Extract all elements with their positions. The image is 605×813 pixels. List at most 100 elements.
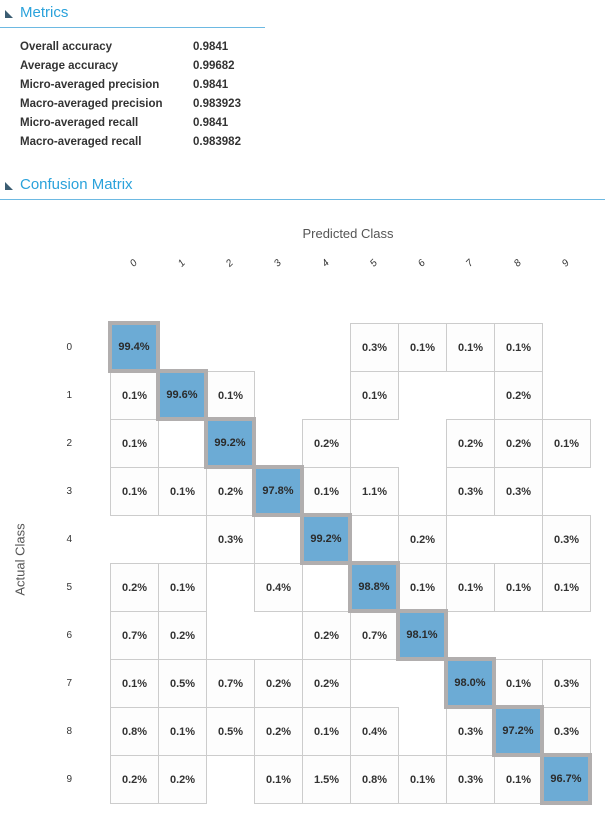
- metric-value: 0.99682: [193, 60, 235, 72]
- col-label-6: 6: [416, 257, 428, 270]
- matrix-cell-6-4: 0.2%: [302, 611, 351, 660]
- matrix-cell-2-4: 0.2%: [302, 419, 351, 468]
- matrix-cell-5-8: 0.1%: [494, 563, 543, 612]
- matrix-cell-0-6: 0.1%: [398, 323, 447, 372]
- matrix-cell-9-1: 0.2%: [158, 755, 207, 804]
- matrix-cell-4-4: 99.2%: [300, 513, 352, 565]
- matrix-cell-7-0: 0.1%: [110, 659, 159, 708]
- matrix-cell-3-1: 0.1%: [158, 467, 207, 516]
- matrix-cell-5-6: 0.1%: [398, 563, 447, 612]
- metric-row: Macro-averaged recall 0.983982: [0, 133, 320, 152]
- metric-label: Macro-averaged recall: [20, 136, 142, 148]
- confusion-matrix-section-title: Confusion Matrix: [20, 176, 133, 193]
- matrix-cell-4-6: 0.2%: [398, 515, 447, 564]
- col-label-4: 4: [320, 257, 332, 270]
- col-label-9: 9: [560, 257, 572, 270]
- matrix-cell-3-8: 0.3%: [494, 467, 543, 516]
- matrix-cell-3-3: 97.8%: [252, 465, 304, 517]
- matrix-cell-9-7: 0.3%: [446, 755, 495, 804]
- matrix-cell-8-2: 0.5%: [206, 707, 255, 756]
- col-label-1: 1: [176, 257, 188, 270]
- metric-row: Micro-averaged precision 0.9841: [0, 76, 320, 95]
- metric-label: Macro-averaged precision: [20, 98, 163, 110]
- col-label-5: 5: [368, 257, 380, 270]
- matrix-cell-1-1: 99.6%: [156, 369, 208, 421]
- metrics-section-header[interactable]: Metrics: [5, 4, 68, 21]
- actual-class-axis-label: Actual Class: [12, 523, 28, 596]
- matrix-cell-4-2: 0.3%: [206, 515, 255, 564]
- metrics-section-title: Metrics: [20, 4, 69, 21]
- collapse-triangle-icon: [5, 9, 13, 18]
- matrix-cell-9-8: 0.1%: [494, 755, 543, 804]
- matrix-cell-8-9: 0.3%: [542, 707, 591, 756]
- matrix-cell-2-2: 99.2%: [204, 417, 256, 469]
- row-label-5: 5: [66, 581, 72, 593]
- row-label-0: 0: [66, 341, 72, 353]
- matrix-cell-5-1: 0.1%: [158, 563, 207, 612]
- matrix-cell-5-0: 0.2%: [110, 563, 159, 612]
- metric-value: 0.983923: [193, 98, 241, 110]
- matrix-cell-8-8: 97.2%: [492, 705, 544, 757]
- row-label-6: 6: [66, 629, 72, 641]
- matrix-cell-8-4: 0.1%: [302, 707, 351, 756]
- metric-value: 0.9841: [193, 117, 229, 129]
- matrix-cell-6-6: 98.1%: [396, 609, 448, 661]
- matrix-cell-3-7: 0.3%: [446, 467, 495, 516]
- row-label-3: 3: [66, 485, 72, 497]
- matrix-cell-2-0: 0.1%: [110, 419, 159, 468]
- predicted-class-axis-label: Predicted Class: [302, 226, 394, 241]
- metric-label: Average accuracy: [20, 60, 119, 72]
- matrix-cell-0-8: 0.1%: [494, 323, 543, 372]
- col-label-7: 7: [464, 257, 476, 270]
- matrix-cell-3-2: 0.2%: [206, 467, 255, 516]
- matrix-cell-9-9: 96.7%: [540, 753, 592, 805]
- matrix-cell-5-5: 98.8%: [348, 561, 400, 613]
- metric-value: 0.983982: [193, 136, 241, 148]
- matrix-cell-8-7: 0.3%: [446, 707, 495, 756]
- row-label-9: 9: [66, 773, 72, 785]
- matrix-cell-1-8: 0.2%: [494, 371, 543, 420]
- matrix-cell-5-9: 0.1%: [542, 563, 591, 612]
- matrix-cell-8-1: 0.1%: [158, 707, 207, 756]
- matrix-cell-8-3: 0.2%: [254, 707, 303, 756]
- matrix-cell-9-4: 1.5%: [302, 755, 351, 804]
- metric-row: Overall accuracy 0.9841: [0, 38, 320, 57]
- metric-row: Micro-averaged recall 0.9841: [0, 114, 320, 133]
- confusion-matrix-section-header[interactable]: Confusion Matrix: [5, 176, 133, 193]
- collapse-triangle-icon: [5, 181, 13, 190]
- matrix-cell-9-3: 0.1%: [254, 755, 303, 804]
- matrix-cell-9-6: 0.1%: [398, 755, 447, 804]
- matrix-cell-9-0: 0.2%: [110, 755, 159, 804]
- metric-label: Micro-averaged precision: [20, 79, 160, 91]
- row-label-2: 2: [66, 437, 72, 449]
- metric-label: Overall accuracy: [20, 41, 113, 53]
- matrix-cell-2-9: 0.1%: [542, 419, 591, 468]
- matrix-cell-1-5: 0.1%: [350, 371, 399, 420]
- matrix-cell-7-4: 0.2%: [302, 659, 351, 708]
- matrix-cell-3-0: 0.1%: [110, 467, 159, 516]
- matrix-cell-6-0: 0.7%: [110, 611, 159, 660]
- matrix-cell-7-2: 0.7%: [206, 659, 255, 708]
- matrix-cell-5-7: 0.1%: [446, 563, 495, 612]
- matrix-cell-8-0: 0.8%: [110, 707, 159, 756]
- row-label-7: 7: [66, 677, 72, 689]
- matrix-cell-2-7: 0.2%: [446, 419, 495, 468]
- matrix-cell-4-9: 0.3%: [542, 515, 591, 564]
- col-label-2: 2: [224, 257, 236, 270]
- matrix-cell-3-4: 0.1%: [302, 467, 351, 516]
- confusion-matrix-section-divider: [0, 199, 605, 200]
- metric-row: Average accuracy 0.99682: [0, 57, 320, 76]
- matrix-cell-8-5: 0.4%: [350, 707, 399, 756]
- matrix-cell-7-7: 98.0%: [444, 657, 496, 709]
- matrix-cell-2-8: 0.2%: [494, 419, 543, 468]
- metric-value: 0.9841: [193, 41, 229, 53]
- row-label-4: 4: [66, 533, 72, 545]
- matrix-cell-3-5: 1.1%: [350, 467, 399, 516]
- matrix-cell-1-2: 0.1%: [206, 371, 255, 420]
- matrix-cell-6-5: 0.7%: [350, 611, 399, 660]
- matrix-cell-6-1: 0.2%: [158, 611, 207, 660]
- metric-label: Micro-averaged recall: [20, 117, 139, 129]
- col-label-3: 3: [272, 257, 284, 270]
- matrix-cell-7-1: 0.5%: [158, 659, 207, 708]
